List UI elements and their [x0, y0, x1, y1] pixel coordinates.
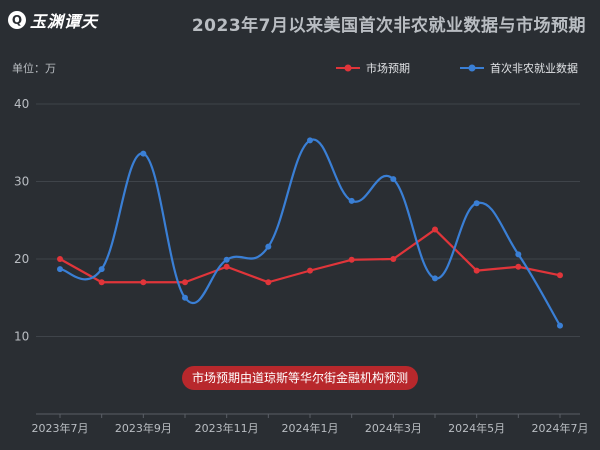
data-point [182, 294, 188, 301]
x-tick-label: 2023年7月 [32, 421, 89, 435]
series-line-1 [59, 138, 561, 327]
unit-label: 单位：万 [12, 61, 56, 75]
data-point [57, 256, 63, 262]
data-point [223, 256, 230, 263]
legend-marker [344, 64, 352, 72]
x-tick-label: 2024年5月 [448, 421, 505, 435]
data-point [98, 279, 105, 286]
data-point [557, 272, 563, 279]
x-tick-label: 2024年7月 [532, 421, 589, 435]
data-point [432, 226, 438, 233]
data-point [557, 322, 563, 329]
brand-logo: Q 玉渊谭天 [8, 8, 98, 32]
data-point [390, 256, 397, 262]
data-point [265, 243, 272, 250]
data-point [182, 279, 188, 286]
brand-mark-icon: Q [8, 11, 26, 29]
data-point [432, 275, 438, 282]
data-point [265, 279, 272, 286]
data-point [140, 279, 147, 286]
legend-label: 首次非农就业数据 [490, 61, 578, 75]
x-tick-label: 2024年3月 [365, 421, 422, 435]
data-point [515, 251, 522, 258]
data-point [348, 197, 355, 204]
y-tick-label: 40 [14, 97, 29, 111]
data-point [98, 266, 105, 273]
annotation-text: 市场预期由道琼斯等华尔街金融机构预测 [192, 370, 408, 385]
data-point [473, 200, 480, 207]
data-point [140, 150, 147, 157]
y-tick-label: 20 [14, 252, 29, 266]
y-tick-label: 10 [14, 330, 29, 344]
chart-title: 2023年7月以来美国首次非农就业数据与市场预期 [191, 16, 586, 36]
x-tick-label: 2023年9月 [115, 421, 172, 435]
data-point [348, 256, 355, 263]
x-tick-label: 2023年11月 [195, 421, 259, 435]
data-point [57, 266, 63, 273]
series-line-0 [59, 228, 561, 284]
y-tick-label: 30 [14, 175, 29, 189]
data-point [307, 137, 313, 144]
data-point [473, 267, 480, 274]
data-point [390, 176, 397, 183]
data-point [223, 263, 230, 270]
x-tick-label: 2024年1月 [282, 421, 339, 435]
data-point [515, 263, 522, 270]
legend-marker [468, 64, 476, 72]
brand-name: 玉渊谭天 [30, 12, 99, 31]
data-point [307, 267, 313, 274]
annotation-badge [182, 366, 418, 390]
legend-label: 市场预期 [366, 61, 410, 75]
